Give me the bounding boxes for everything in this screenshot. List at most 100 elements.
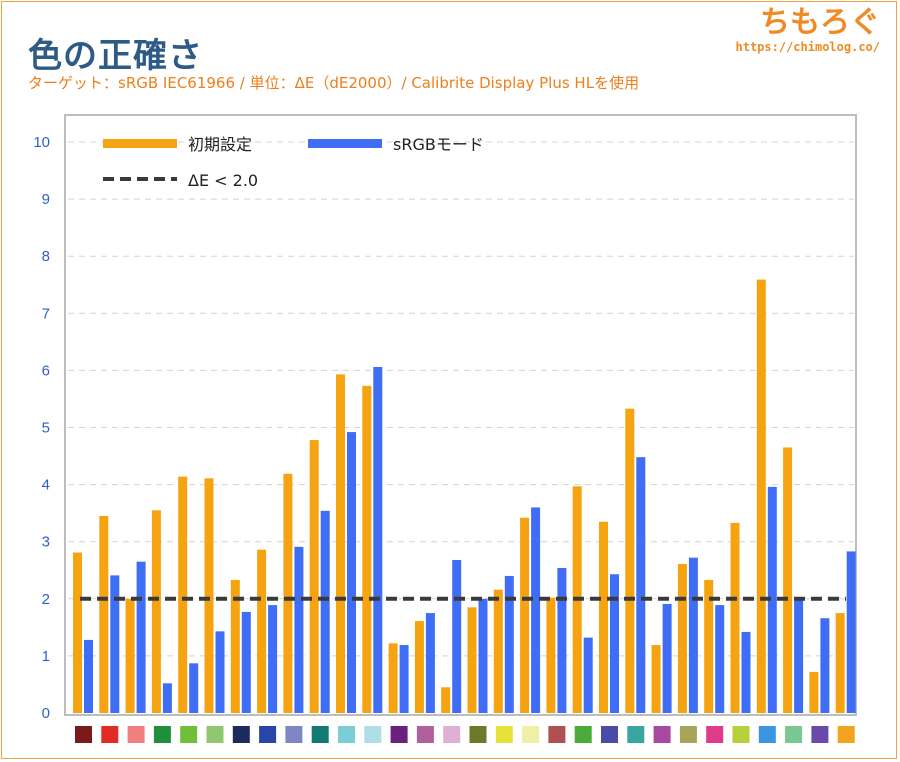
legend-label-threshold: ΔE < 2.0 [188, 171, 258, 190]
category-swatch [811, 726, 829, 743]
category-swatch [758, 726, 776, 743]
bar-series-a [730, 522, 740, 713]
category-swatch [706, 726, 724, 743]
bar-series-b [373, 366, 383, 713]
category-swatch [548, 726, 566, 743]
bar-series-a [388, 643, 398, 713]
brand-name: ちもろぐ [760, 5, 880, 40]
bar-series-a [257, 549, 267, 713]
bar-series-b [84, 639, 93, 713]
category-swatch [416, 726, 434, 743]
bar-series-b [820, 618, 830, 713]
category-swatch [443, 726, 461, 743]
category-swatch [153, 726, 171, 743]
chart-title: 色の正確さ [28, 36, 203, 76]
category-swatch [259, 726, 277, 743]
category-swatch [574, 726, 592, 743]
bar-series-b [478, 598, 488, 713]
bar-series-b [531, 507, 541, 713]
category-swatch [522, 726, 540, 743]
bar-series-b [294, 546, 304, 713]
category-swatch [206, 726, 224, 743]
bar-series-a [835, 613, 845, 713]
category-swatch [101, 726, 119, 743]
y-tick-label: 2 [42, 591, 50, 608]
legend-swatch-series-b [308, 139, 382, 148]
y-tick-label: 3 [42, 534, 50, 551]
bar-series-b [452, 559, 462, 713]
bar-series-a [125, 598, 135, 713]
bar-series-a [467, 607, 477, 713]
plot-area-border [64, 114, 857, 716]
bar-series-b [794, 598, 804, 713]
legend-label-series-b: sRGBモード [393, 135, 484, 154]
y-tick-label: 1 [42, 648, 50, 665]
category-swatch [285, 726, 303, 743]
bar-series-a [230, 579, 240, 713]
category-swatch [338, 726, 355, 743]
y-tick-label: 8 [42, 248, 50, 265]
bar-series-a [756, 279, 766, 713]
bar-series-a [336, 374, 345, 713]
bar-series-b [636, 457, 646, 713]
category-swatch [653, 726, 671, 743]
bar-series-a [704, 579, 714, 713]
legend-label-series-a: 初期設定 [188, 135, 252, 154]
bar-series-a [151, 510, 161, 713]
y-tick-label: 6 [42, 362, 50, 379]
category-swatch [601, 726, 618, 743]
bar-series-b [347, 432, 356, 713]
bar-series-a [677, 563, 687, 713]
category-swatch [75, 726, 92, 743]
brand-logo: ちもろぐ https://chimolog.co/ [735, 5, 881, 55]
legend-swatch-series-a [103, 139, 177, 148]
bar-series-b [110, 575, 120, 713]
category-swatch [837, 726, 855, 743]
bar-series-b [662, 603, 672, 713]
legend: 初期設定 sRGBモード ΔE < 2.0 [103, 135, 484, 190]
bar-series-a [520, 517, 530, 713]
bar-series-a [283, 473, 293, 713]
category-swatch [785, 726, 803, 743]
bar-series-b [215, 631, 225, 713]
bar-series-a [204, 478, 214, 713]
bar-series-b [189, 663, 199, 713]
bar-series-b [846, 551, 856, 713]
category-swatch [732, 726, 750, 743]
bar-series-b [688, 557, 698, 713]
bar-series-b [504, 575, 514, 713]
bar-series-a [178, 476, 188, 713]
bar-series-b [583, 637, 593, 713]
bar-series-b [425, 613, 435, 713]
y-tick-label: 9 [42, 191, 50, 208]
bar-series-a [73, 552, 82, 713]
category-swatch [390, 726, 408, 743]
bar-series-a [783, 447, 793, 713]
bar-series-a [546, 597, 556, 713]
bar-series-a [493, 589, 503, 713]
bar-series-a [414, 621, 424, 713]
category-swatch [679, 726, 697, 743]
bar-series-b [610, 574, 619, 713]
brand-url: https://chimolog.co/ [735, 40, 881, 54]
bar-series-b [136, 561, 146, 713]
y-axis: 0 1 2 3 4 5 6 7 8 9 10 [33, 134, 50, 722]
y-tick-label: 5 [42, 420, 50, 437]
bar-series-b [162, 683, 172, 713]
bars [73, 279, 856, 713]
category-swatch [311, 726, 329, 743]
chart-subtitle: ターゲット：sRGB IEC61966 / 単位：ΔE（dE2000）/ Cal… [28, 74, 640, 92]
bar-series-a [309, 440, 319, 713]
bar-series-a [99, 516, 109, 713]
bar-series-a [441, 687, 451, 713]
bar-series-b [399, 645, 409, 713]
bar-series-b [715, 605, 725, 713]
category-swatch [495, 726, 513, 743]
bar-series-b [767, 486, 777, 713]
bar-series-b [741, 631, 751, 713]
category-swatch [469, 726, 487, 743]
y-tick-label: 4 [42, 477, 50, 494]
bar-series-a [362, 385, 372, 713]
y-tick-label: 7 [42, 305, 50, 322]
